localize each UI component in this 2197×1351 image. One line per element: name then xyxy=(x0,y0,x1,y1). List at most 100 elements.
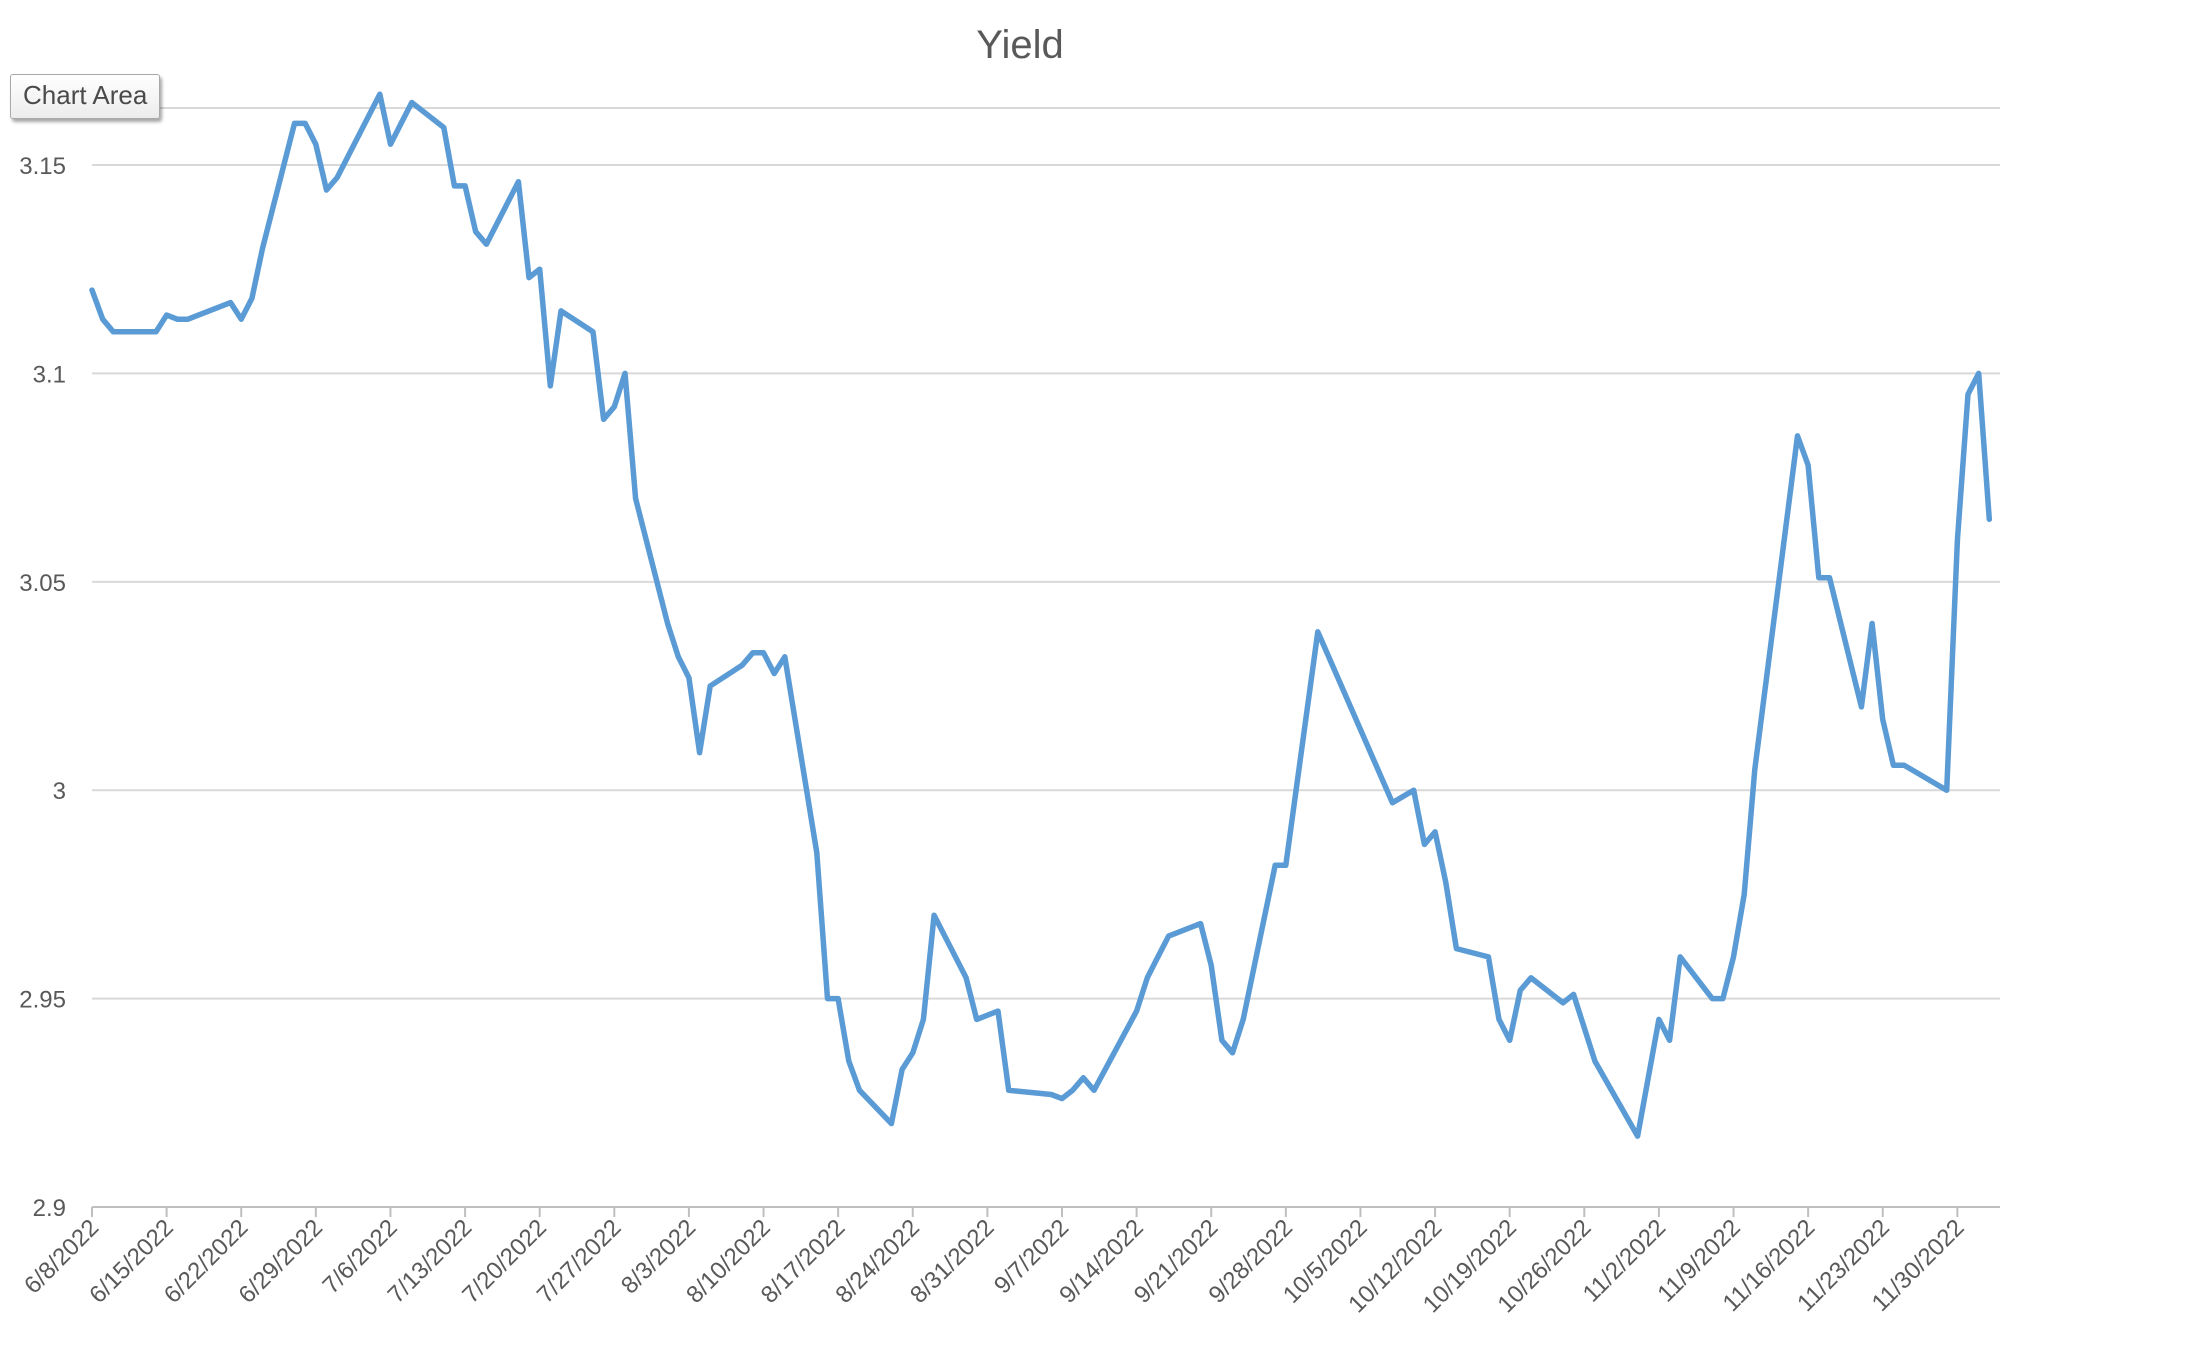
data-point[interactable] xyxy=(110,329,116,335)
data-point[interactable] xyxy=(238,316,244,322)
data-point[interactable] xyxy=(1496,1016,1502,1022)
data-point[interactable] xyxy=(1230,1050,1236,1056)
data-point[interactable] xyxy=(1059,1096,1065,1102)
data-point[interactable] xyxy=(185,316,191,322)
data-point[interactable] xyxy=(334,175,340,181)
data-point[interactable] xyxy=(1507,1037,1513,1043)
data-point[interactable] xyxy=(1667,1037,1673,1043)
data-point[interactable] xyxy=(1731,954,1737,960)
data-point[interactable] xyxy=(846,1058,852,1064)
data-point[interactable] xyxy=(260,245,266,251)
data-point[interactable] xyxy=(1048,1092,1054,1098)
data-point[interactable] xyxy=(1134,1008,1140,1014)
data-point[interactable] xyxy=(1485,954,1491,960)
data-point[interactable] xyxy=(547,383,553,389)
data-point[interactable] xyxy=(1635,1133,1641,1139)
data-point[interactable] xyxy=(1592,1058,1598,1064)
data-point[interactable] xyxy=(1208,962,1214,968)
data-point[interactable] xyxy=(857,1087,863,1093)
data-point[interactable] xyxy=(537,266,543,272)
data-point[interactable] xyxy=(633,496,639,502)
data-point[interactable] xyxy=(1986,516,1992,522)
data-point[interactable] xyxy=(1517,987,1523,993)
data-point[interactable] xyxy=(1144,975,1150,981)
data-point[interactable] xyxy=(451,183,457,189)
data-point[interactable] xyxy=(473,229,479,235)
data-point[interactable] xyxy=(483,241,489,247)
data-point[interactable] xyxy=(441,125,447,131)
data-point[interactable] xyxy=(228,300,234,306)
data-point[interactable] xyxy=(1443,879,1449,885)
data-point[interactable] xyxy=(89,287,95,293)
data-point[interactable] xyxy=(1389,800,1395,806)
data-point[interactable] xyxy=(1240,1016,1246,1022)
data-point[interactable] xyxy=(739,662,745,668)
data-point[interactable] xyxy=(963,975,969,981)
data-point[interactable] xyxy=(995,1008,1001,1014)
data-point[interactable] xyxy=(174,316,180,322)
data-point[interactable] xyxy=(888,1121,894,1127)
data-point[interactable] xyxy=(590,329,596,335)
data-point[interactable] xyxy=(558,308,564,314)
data-point[interactable] xyxy=(1283,862,1289,868)
data-point[interactable] xyxy=(1880,716,1886,722)
data-point[interactable] xyxy=(1805,462,1811,468)
data-point[interactable] xyxy=(1198,921,1204,927)
data-point[interactable] xyxy=(409,100,415,106)
data-point[interactable] xyxy=(1677,954,1683,960)
data-point[interactable] xyxy=(142,329,148,335)
data-point[interactable] xyxy=(377,91,383,97)
data-point[interactable] xyxy=(1656,1016,1662,1022)
data-point[interactable] xyxy=(665,621,671,627)
data-point[interactable] xyxy=(1006,1087,1012,1093)
data-point[interactable] xyxy=(910,1050,916,1056)
data-point[interactable] xyxy=(249,295,255,301)
data-point[interactable] xyxy=(1816,575,1822,581)
data-point[interactable] xyxy=(825,996,831,1002)
data-point[interactable] xyxy=(1421,841,1427,847)
data-point[interactable] xyxy=(1720,996,1726,1002)
data-point[interactable] xyxy=(1070,1087,1076,1093)
data-point[interactable] xyxy=(782,654,788,660)
data-point[interactable] xyxy=(1858,704,1864,710)
data-point[interactable] xyxy=(1432,829,1438,835)
data-point[interactable] xyxy=(1411,787,1417,793)
data-point[interactable] xyxy=(686,675,692,681)
data-point[interactable] xyxy=(1453,946,1459,952)
data-point[interactable] xyxy=(899,1067,905,1073)
data-point[interactable] xyxy=(835,996,841,1002)
data-point[interactable] xyxy=(931,912,937,918)
data-point[interactable] xyxy=(462,183,468,189)
data-point[interactable] xyxy=(771,671,777,677)
data-point[interactable] xyxy=(1827,575,1833,581)
data-point[interactable] xyxy=(526,275,532,281)
data-point[interactable] xyxy=(1571,991,1577,997)
data-point[interactable] xyxy=(611,404,617,410)
data-point[interactable] xyxy=(1272,862,1278,868)
data-point[interactable] xyxy=(1954,537,1960,543)
data-point[interactable] xyxy=(1752,766,1758,772)
data-point[interactable] xyxy=(1944,787,1950,793)
data-point[interactable] xyxy=(1528,975,1534,981)
data-point[interactable] xyxy=(761,650,767,656)
data-point[interactable] xyxy=(515,179,521,185)
data-point[interactable] xyxy=(814,850,820,856)
data-point[interactable] xyxy=(1795,433,1801,439)
data-point[interactable] xyxy=(622,370,628,376)
data-point[interactable] xyxy=(1315,629,1321,635)
data-point[interactable] xyxy=(1901,762,1907,768)
data-point[interactable] xyxy=(697,750,703,756)
series-line[interactable] xyxy=(89,91,1993,1139)
data-point[interactable] xyxy=(1166,933,1172,939)
data-point[interactable] xyxy=(1741,891,1747,897)
data-point[interactable] xyxy=(324,187,330,193)
data-point[interactable] xyxy=(100,316,106,322)
data-point[interactable] xyxy=(1890,762,1896,768)
data-point[interactable] xyxy=(292,120,298,126)
data-point[interactable] xyxy=(1869,621,1875,627)
data-point[interactable] xyxy=(1560,1000,1566,1006)
data-point[interactable] xyxy=(313,141,319,147)
data-point[interactable] xyxy=(302,120,308,126)
